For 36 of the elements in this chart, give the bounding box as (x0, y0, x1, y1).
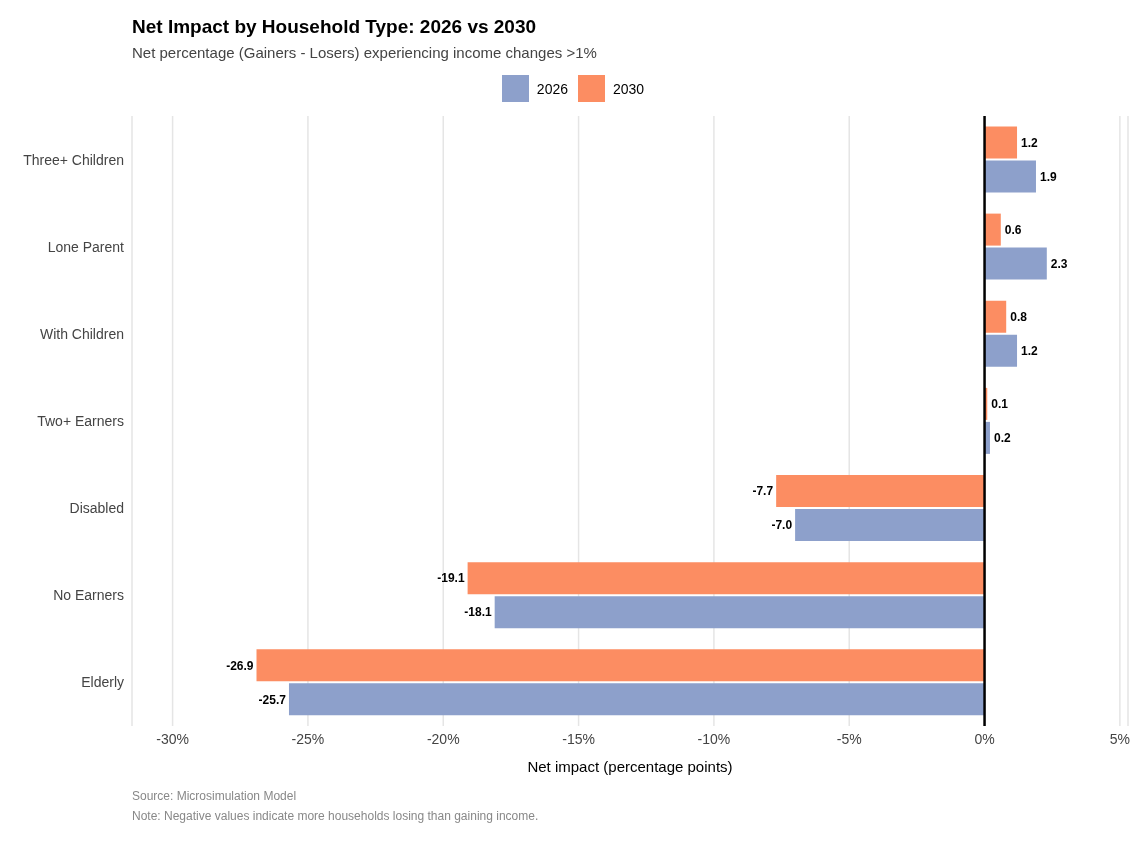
x-tick-label: -5% (836, 730, 862, 747)
source-note: Source: Microsimulation Model (132, 788, 298, 805)
x-axis-title: Net impact (percentage points) (527, 758, 733, 775)
legend-label: 2026 (536, 80, 568, 97)
text: Note: Negative values indicate more households losing than gaining income. (132, 808, 540, 825)
y-tick-label: With Children (39, 325, 124, 342)
data-label: -7.7 (752, 484, 774, 499)
data-label: 1.9 (1039, 169, 1057, 184)
data-label: 0.2 (993, 431, 1011, 446)
data-label: 1.2 (1021, 135, 1039, 150)
data-label: 1.2 (1021, 343, 1039, 358)
chart-subtitle: Net percentage (Gainers - Losers) experiencing income changes >1% (132, 44, 598, 61)
x-tick-label: 0% (974, 730, 995, 747)
x-tick-label: -25% (291, 730, 325, 747)
y-tick-label: Elderly (81, 674, 124, 691)
x-tick-label: -10% (697, 730, 731, 747)
y-tick-label: Disabled (69, 500, 124, 517)
legend-label: 2030 (613, 80, 645, 97)
x-tick-label: 5% (1109, 730, 1130, 747)
data-label: -18.1 (464, 605, 492, 620)
data-label: -7.0 (771, 518, 793, 533)
data-label: -25.7 (258, 692, 287, 707)
chart-title: Net Impact by Household Type: 2026 vs 2030 (132, 16, 538, 38)
data-label: 0.6 (1004, 222, 1022, 237)
y-tick-label: Two+ Earners (37, 412, 124, 429)
data-label: 2.3 (1050, 256, 1068, 271)
data-label: 0.8 (1010, 309, 1028, 324)
x-tick-label: -30% (156, 730, 189, 747)
y-tick-label: Lone Parent (47, 238, 125, 255)
data-label: -26.9 (226, 658, 254, 673)
x-tick-label: -20% (426, 730, 460, 747)
x-tick-label: -15% (562, 730, 595, 747)
data-label: -19.1 (437, 571, 465, 586)
y-tick-label: No Earners (53, 587, 124, 604)
data-label: 0.1 (991, 397, 1009, 412)
y-tick-label: Three+ Children (23, 151, 124, 168)
